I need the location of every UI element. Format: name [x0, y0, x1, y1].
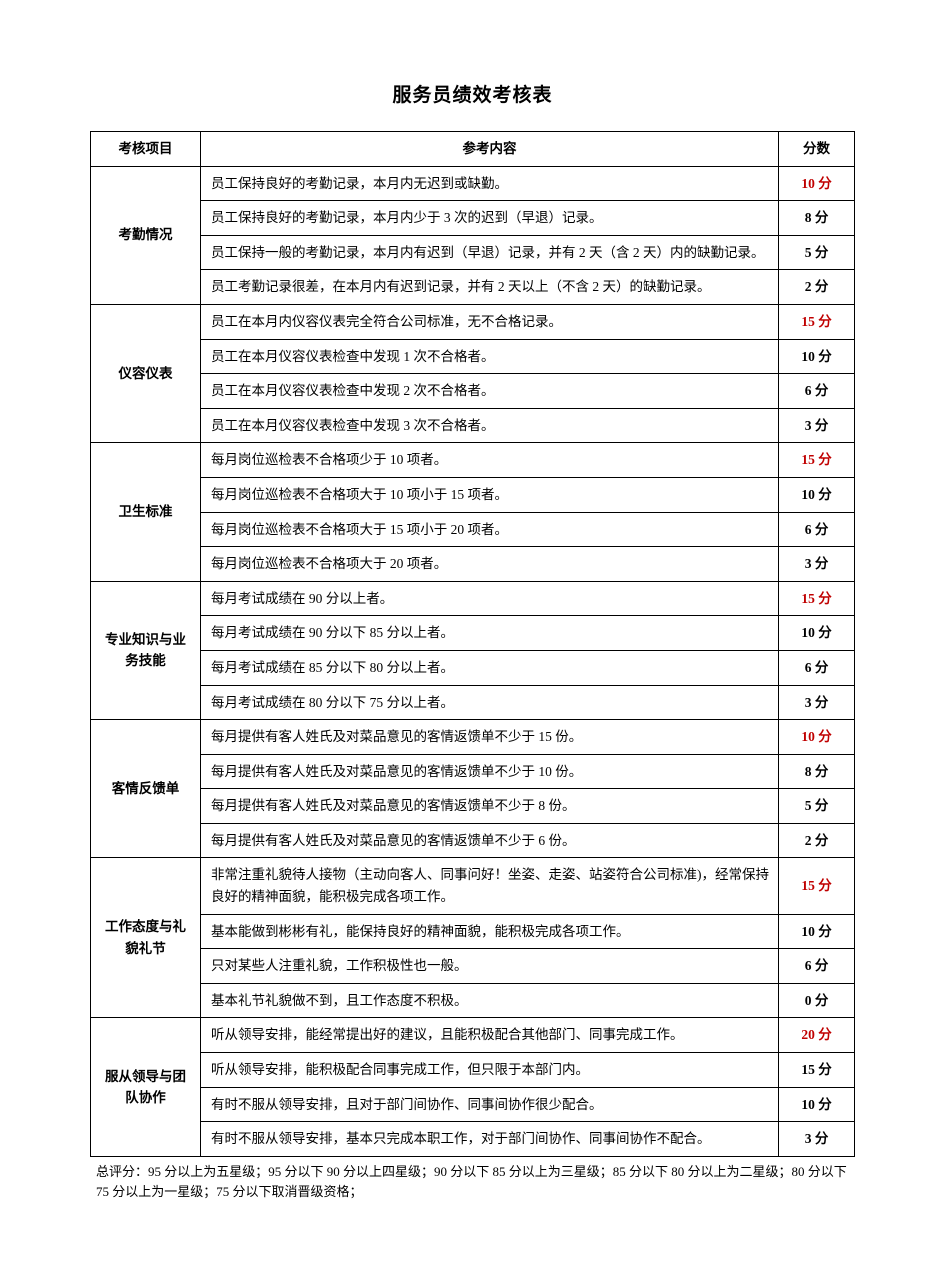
- score-cell: 8 分: [779, 754, 855, 789]
- score-cell: 6 分: [779, 512, 855, 547]
- score-cell: 15 分: [779, 858, 855, 914]
- content-cell: 员工在本月内仪容仪表完全符合公司标准，无不合格记录。: [201, 304, 779, 339]
- score-cell: 10 分: [779, 914, 855, 949]
- content-cell: 有时不服从领导安排，且对于部门间协作、同事间协作很少配合。: [201, 1087, 779, 1122]
- score-cell: 10 分: [779, 339, 855, 374]
- content-cell: 每月岗位巡检表不合格项大于 20 项者。: [201, 547, 779, 582]
- score-cell: 15 分: [779, 304, 855, 339]
- score-cell: 15 分: [779, 1053, 855, 1088]
- header-category: 考核项目: [91, 132, 201, 167]
- table-row: 员工保持良好的考勤记录，本月内少于 3 次的迟到（早退）记录。8 分: [91, 201, 855, 236]
- content-cell: 每月提供有客人姓氏及对菜品意见的客情返馈单不少于 6 份。: [201, 823, 779, 858]
- content-cell: 员工保持良好的考勤记录，本月内少于 3 次的迟到（早退）记录。: [201, 201, 779, 236]
- table-row: 卫生标准每月岗位巡检表不合格项少于 10 项者。15 分: [91, 443, 855, 478]
- content-cell: 员工考勤记录很差，在本月内有迟到记录，并有 2 天以上（不含 2 天）的缺勤记录…: [201, 270, 779, 305]
- table-row: 员工在本月仪容仪表检查中发现 3 次不合格者。3 分: [91, 408, 855, 443]
- content-cell: 每月考试成绩在 80 分以下 75 分以上者。: [201, 685, 779, 720]
- content-cell: 每月考试成绩在 90 分以上者。: [201, 581, 779, 616]
- score-cell: 8 分: [779, 201, 855, 236]
- content-cell: 每月提供有客人姓氏及对菜品意见的客情返馈单不少于 10 份。: [201, 754, 779, 789]
- score-cell: 0 分: [779, 983, 855, 1018]
- score-cell: 3 分: [779, 1122, 855, 1157]
- score-cell: 15 分: [779, 581, 855, 616]
- document-title: 服务员绩效考核表: [90, 80, 855, 107]
- table-row: 每月岗位巡检表不合格项大于 15 项小于 20 项者。6 分: [91, 512, 855, 547]
- score-cell: 3 分: [779, 685, 855, 720]
- score-cell: 5 分: [779, 235, 855, 270]
- table-row: 每月考试成绩在 90 分以下 85 分以上者。10 分: [91, 616, 855, 651]
- table-row: 考勤情况员工保持良好的考勤记录，本月内无迟到或缺勤。10 分: [91, 166, 855, 201]
- content-cell: 基本能做到彬彬有礼，能保持良好的精神面貌，能积极完成各项工作。: [201, 914, 779, 949]
- table-row: 基本礼节礼貌做不到，且工作态度不积极。0 分: [91, 983, 855, 1018]
- content-cell: 每月岗位巡检表不合格项少于 10 项者。: [201, 443, 779, 478]
- content-cell: 听从领导安排，能积极配合同事完成工作，但只限于本部门内。: [201, 1053, 779, 1088]
- table-row: 有时不服从领导安排，且对于部门间协作、同事间协作很少配合。10 分: [91, 1087, 855, 1122]
- content-cell: 每月考试成绩在 85 分以下 80 分以上者。: [201, 650, 779, 685]
- content-cell: 员工在本月仪容仪表检查中发现 3 次不合格者。: [201, 408, 779, 443]
- score-cell: 3 分: [779, 408, 855, 443]
- category-cell: 专业知识与业务技能: [91, 581, 201, 719]
- table-row: 专业知识与业务技能每月考试成绩在 90 分以上者。15 分: [91, 581, 855, 616]
- category-cell: 客情反馈单: [91, 720, 201, 858]
- content-cell: 有时不服从领导安排，基本只完成本职工作，对于部门间协作、同事间协作不配合。: [201, 1122, 779, 1157]
- content-cell: 员工在本月仪容仪表检查中发现 1 次不合格者。: [201, 339, 779, 374]
- table-row: 有时不服从领导安排，基本只完成本职工作，对于部门间协作、同事间协作不配合。3 分: [91, 1122, 855, 1157]
- table-row: 员工在本月仪容仪表检查中发现 1 次不合格者。10 分: [91, 339, 855, 374]
- score-cell: 6 分: [779, 949, 855, 984]
- table-row: 员工考勤记录很差，在本月内有迟到记录，并有 2 天以上（不含 2 天）的缺勤记录…: [91, 270, 855, 305]
- table-header-row: 考核项目 参考内容 分数: [91, 132, 855, 167]
- score-cell: 10 分: [779, 166, 855, 201]
- table-row: 每月考试成绩在 80 分以下 75 分以上者。3 分: [91, 685, 855, 720]
- category-cell: 考勤情况: [91, 166, 201, 304]
- table-row: 每月提供有客人姓氏及对菜品意见的客情返馈单不少于 8 份。5 分: [91, 789, 855, 824]
- score-cell: 6 分: [779, 374, 855, 409]
- header-score: 分数: [779, 132, 855, 167]
- score-cell: 15 分: [779, 443, 855, 478]
- table-row: 每月岗位巡检表不合格项大于 20 项者。3 分: [91, 547, 855, 582]
- score-cell: 10 分: [779, 1087, 855, 1122]
- table-row: 只对某些人注重礼貌，工作积极性也一般。6 分: [91, 949, 855, 984]
- score-cell: 6 分: [779, 650, 855, 685]
- content-cell: 基本礼节礼貌做不到，且工作态度不积极。: [201, 983, 779, 1018]
- table-row: 员工在本月仪容仪表检查中发现 2 次不合格者。6 分: [91, 374, 855, 409]
- score-cell: 3 分: [779, 547, 855, 582]
- content-cell: 员工保持良好的考勤记录，本月内无迟到或缺勤。: [201, 166, 779, 201]
- table-row: 听从领导安排，能积极配合同事完成工作，但只限于本部门内。15 分: [91, 1053, 855, 1088]
- content-cell: 员工保持一般的考勤记录，本月内有迟到（早退）记录，并有 2 天（含 2 天）内的…: [201, 235, 779, 270]
- table-body: 考勤情况员工保持良好的考勤记录，本月内无迟到或缺勤。10 分员工保持良好的考勤记…: [91, 166, 855, 1156]
- score-cell: 10 分: [779, 616, 855, 651]
- score-cell: 5 分: [779, 789, 855, 824]
- table-row: 员工保持一般的考勤记录，本月内有迟到（早退）记录，并有 2 天（含 2 天）内的…: [91, 235, 855, 270]
- score-cell: 2 分: [779, 270, 855, 305]
- table-row: 客情反馈单每月提供有客人姓氏及对菜品意见的客情返馈单不少于 15 份。10 分: [91, 720, 855, 755]
- content-cell: 每月考试成绩在 90 分以下 85 分以上者。: [201, 616, 779, 651]
- table-row: 每月提供有客人姓氏及对菜品意见的客情返馈单不少于 6 份。2 分: [91, 823, 855, 858]
- content-cell: 只对某些人注重礼貌，工作积极性也一般。: [201, 949, 779, 984]
- table-row: 每月提供有客人姓氏及对菜品意见的客情返馈单不少于 10 份。8 分: [91, 754, 855, 789]
- score-cell: 10 分: [779, 720, 855, 755]
- table-row: 每月考试成绩在 85 分以下 80 分以上者。6 分: [91, 650, 855, 685]
- score-cell: 2 分: [779, 823, 855, 858]
- table-row: 服从领导与团队协作听从领导安排，能经常提出好的建议，且能积极配合其他部门、同事完…: [91, 1018, 855, 1053]
- content-cell: 每月岗位巡检表不合格项大于 10 项小于 15 项者。: [201, 477, 779, 512]
- content-cell: 非常注重礼貌待人接物（主动向客人、同事问好！坐姿、走姿、站姿符合公司标准)，经常…: [201, 858, 779, 914]
- score-cell: 20 分: [779, 1018, 855, 1053]
- category-cell: 工作态度与礼貌礼节: [91, 858, 201, 1018]
- content-cell: 员工在本月仪容仪表检查中发现 2 次不合格者。: [201, 374, 779, 409]
- category-cell: 仪容仪表: [91, 304, 201, 442]
- content-cell: 每月岗位巡检表不合格项大于 15 项小于 20 项者。: [201, 512, 779, 547]
- score-cell: 10 分: [779, 477, 855, 512]
- evaluation-table: 考核项目 参考内容 分数 考勤情况员工保持良好的考勤记录，本月内无迟到或缺勤。1…: [90, 131, 855, 1157]
- content-cell: 每月提供有客人姓氏及对菜品意见的客情返馈单不少于 15 份。: [201, 720, 779, 755]
- category-cell: 服从领导与团队协作: [91, 1018, 201, 1156]
- footer-note: 总评分：95 分以上为五星级；95 分以下 90 分以上四星级；90 分以下 8…: [90, 1162, 855, 1202]
- content-cell: 每月提供有客人姓氏及对菜品意见的客情返馈单不少于 8 份。: [201, 789, 779, 824]
- content-cell: 听从领导安排，能经常提出好的建议，且能积极配合其他部门、同事完成工作。: [201, 1018, 779, 1053]
- table-row: 工作态度与礼貌礼节非常注重礼貌待人接物（主动向客人、同事问好！坐姿、走姿、站姿符…: [91, 858, 855, 914]
- table-row: 每月岗位巡检表不合格项大于 10 项小于 15 项者。10 分: [91, 477, 855, 512]
- table-row: 基本能做到彬彬有礼，能保持良好的精神面貌，能积极完成各项工作。10 分: [91, 914, 855, 949]
- table-row: 仪容仪表员工在本月内仪容仪表完全符合公司标准，无不合格记录。15 分: [91, 304, 855, 339]
- header-content: 参考内容: [201, 132, 779, 167]
- category-cell: 卫生标准: [91, 443, 201, 581]
